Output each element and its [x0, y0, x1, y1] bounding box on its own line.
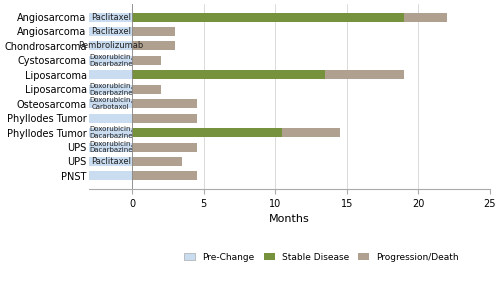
Bar	[132, 157, 182, 166]
Bar	[90, 27, 132, 36]
Text: Pembrolizumab: Pembrolizumab	[78, 41, 144, 50]
Bar	[325, 70, 404, 79]
Bar	[132, 27, 175, 36]
Bar	[132, 13, 404, 21]
Bar	[90, 41, 132, 50]
Text: Doxorubicin,
Dacarbazine: Doxorubicin, Dacarbazine	[89, 141, 133, 153]
Bar	[90, 70, 132, 79]
Bar	[132, 128, 282, 137]
Bar	[132, 56, 161, 65]
Text: Doxorubicin,
Carbotaxol: Doxorubicin, Carbotaxol	[89, 97, 133, 110]
Text: Paclitaxel: Paclitaxel	[91, 13, 131, 22]
Bar	[132, 70, 325, 79]
Bar	[404, 13, 446, 21]
Text: Doxorubicin,
Dacarbazine: Doxorubicin, Dacarbazine	[89, 126, 133, 139]
Bar	[90, 157, 132, 166]
Bar	[132, 142, 196, 152]
Bar	[90, 114, 132, 123]
Bar	[282, 128, 340, 137]
Bar	[90, 85, 132, 94]
Bar	[90, 56, 132, 65]
Bar	[90, 99, 132, 108]
Text: Paclitaxel: Paclitaxel	[91, 27, 131, 36]
Bar	[132, 85, 161, 94]
Text: Doxorubicin,
Dacarbazine: Doxorubicin, Dacarbazine	[89, 54, 133, 67]
Legend: Pre-Change, Stable Disease, Progression/Death: Pre-Change, Stable Disease, Progression/…	[180, 249, 462, 266]
Bar	[90, 172, 132, 180]
Bar	[132, 99, 196, 108]
Bar	[132, 114, 196, 123]
Bar	[132, 172, 196, 180]
Bar	[90, 128, 132, 137]
Text: Doxorubicin,
Dacarbazine: Doxorubicin, Dacarbazine	[89, 83, 133, 95]
Text: Paclitaxel: Paclitaxel	[91, 157, 131, 166]
Bar	[90, 142, 132, 152]
X-axis label: Months: Months	[269, 214, 310, 224]
Bar	[90, 13, 132, 21]
Bar	[132, 41, 175, 50]
